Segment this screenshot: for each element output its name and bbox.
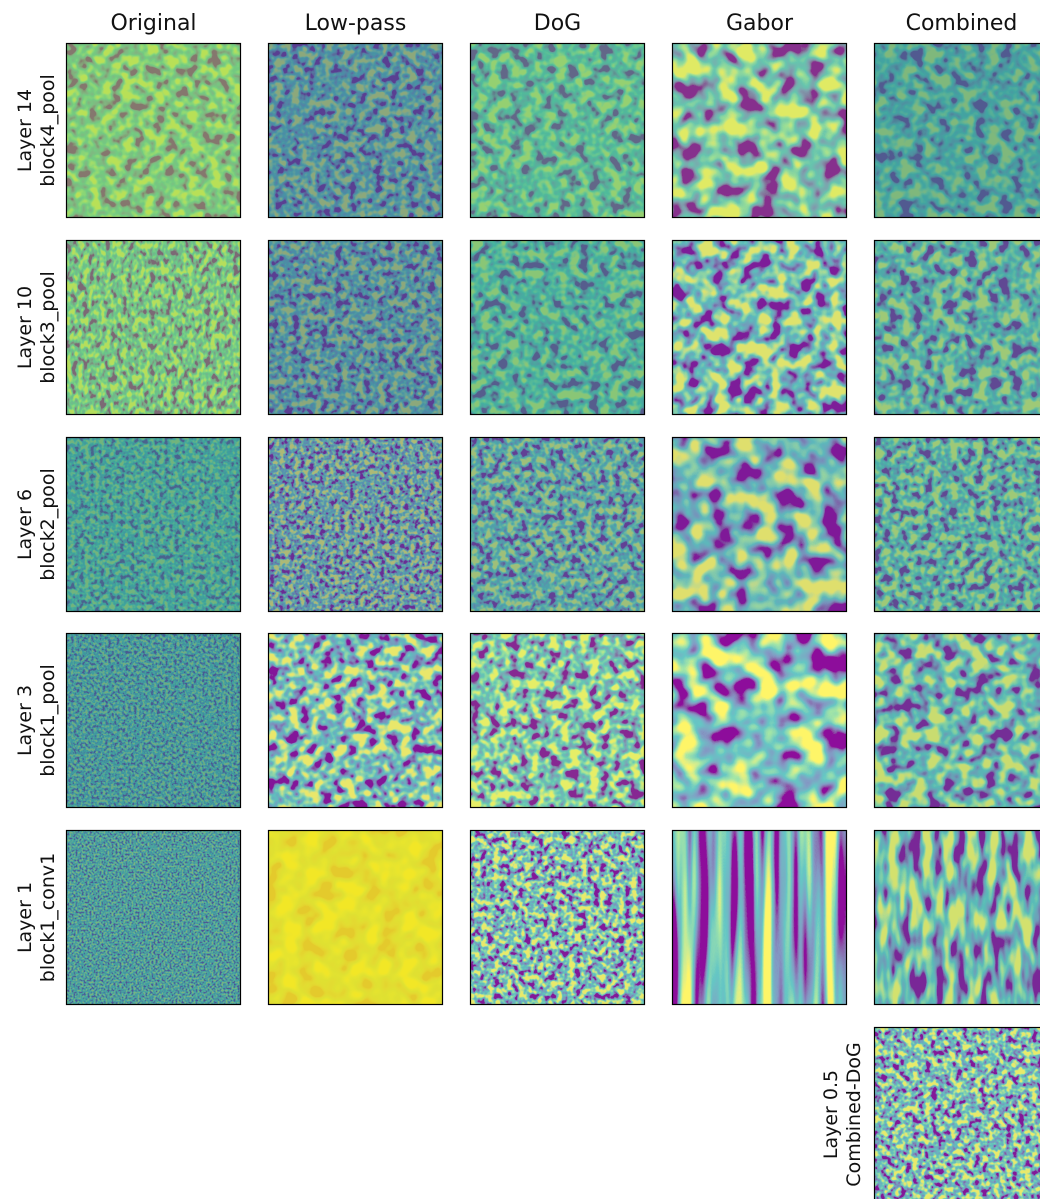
panel-texture [66,830,241,1005]
panel-border [267,239,444,416]
panel [65,239,242,416]
panel-border [65,632,242,809]
panel [671,42,848,219]
row-label-layer: Layer 14 [14,89,36,172]
panel-texture [268,437,443,612]
panel-border [65,239,242,416]
column-header: Combined [906,11,1018,36]
panel-texture [874,43,1040,218]
panel-texture [874,240,1040,415]
panel [873,436,1040,613]
panel-border [873,632,1040,809]
panel-border [671,436,848,613]
panel-border [671,42,848,219]
panel [469,436,646,613]
panel-border [671,829,848,1006]
panel [65,632,242,809]
panel-texture [66,437,241,612]
panel-border [267,42,444,219]
panel [267,632,444,809]
panel-border [267,829,444,1006]
row-label-layer: Layer 1 [14,882,36,953]
panel [267,239,444,416]
panel [65,829,242,1006]
panel-texture [66,240,241,415]
panel-texture [470,240,645,415]
panel-texture [874,830,1040,1005]
panel-texture [874,1027,1040,1199]
panel [469,42,646,219]
panel-texture [470,830,645,1005]
panel-texture [672,240,847,415]
row-label-layer: Layer 0.5 [820,1070,842,1159]
panel-border [267,436,444,613]
panel-border [65,829,242,1006]
panel-border [671,632,848,809]
panel [671,632,848,809]
panel-border [65,42,242,219]
column-header: Gabor [726,11,794,36]
panel [469,829,646,1006]
panel [671,436,848,613]
panel-texture [672,830,847,1005]
panel-border [469,632,646,809]
panel [873,632,1040,809]
panel-border [65,436,242,613]
panel-border [873,436,1040,613]
panel-texture [268,240,443,415]
panel-border [873,42,1040,219]
panel-texture [66,43,241,218]
panel [65,436,242,613]
panel [873,42,1040,219]
row-label-block: block1_pool [37,664,59,777]
panel-border [873,1026,1040,1199]
panel-border [469,239,646,416]
panel [267,42,444,219]
panel-texture [874,437,1040,612]
panel-texture [268,633,443,808]
panel-texture [470,43,645,218]
panel [469,239,646,416]
panel-texture [470,437,645,612]
row-label-block: block4_pool [37,74,59,187]
panel-texture [874,633,1040,808]
panel-border [671,239,848,416]
panel [873,239,1040,416]
row-label-layer: Layer 6 [14,489,36,560]
row-label-layer: Layer 3 [14,685,36,756]
panel-texture [268,830,443,1005]
panel-texture [66,633,241,808]
panel [873,1026,1040,1199]
panel-border [469,42,646,219]
panel [267,829,444,1006]
row-label-block: block2_pool [37,468,59,581]
panel [873,829,1040,1006]
column-header: Low-pass [305,11,407,36]
panel-texture [268,43,443,218]
panel [469,632,646,809]
panel-border [267,632,444,809]
panel-border [873,829,1040,1006]
row-label-block: block3_pool [37,271,59,384]
panel [671,239,848,416]
panel-border [469,436,646,613]
panel [65,42,242,219]
panel [671,829,848,1006]
row-label-block: block1_conv1 [37,853,59,982]
panel-texture [672,43,847,218]
column-header: DoG [534,11,581,36]
panel-border [873,239,1040,416]
panel-texture [672,437,847,612]
row-label-block: Combined-DoG [843,1042,865,1186]
panel-texture [470,633,645,808]
column-header: Original [110,11,196,36]
panel-border [469,829,646,1006]
panel [267,436,444,613]
panel-texture [672,633,847,808]
row-label-layer: Layer 10 [14,286,36,369]
